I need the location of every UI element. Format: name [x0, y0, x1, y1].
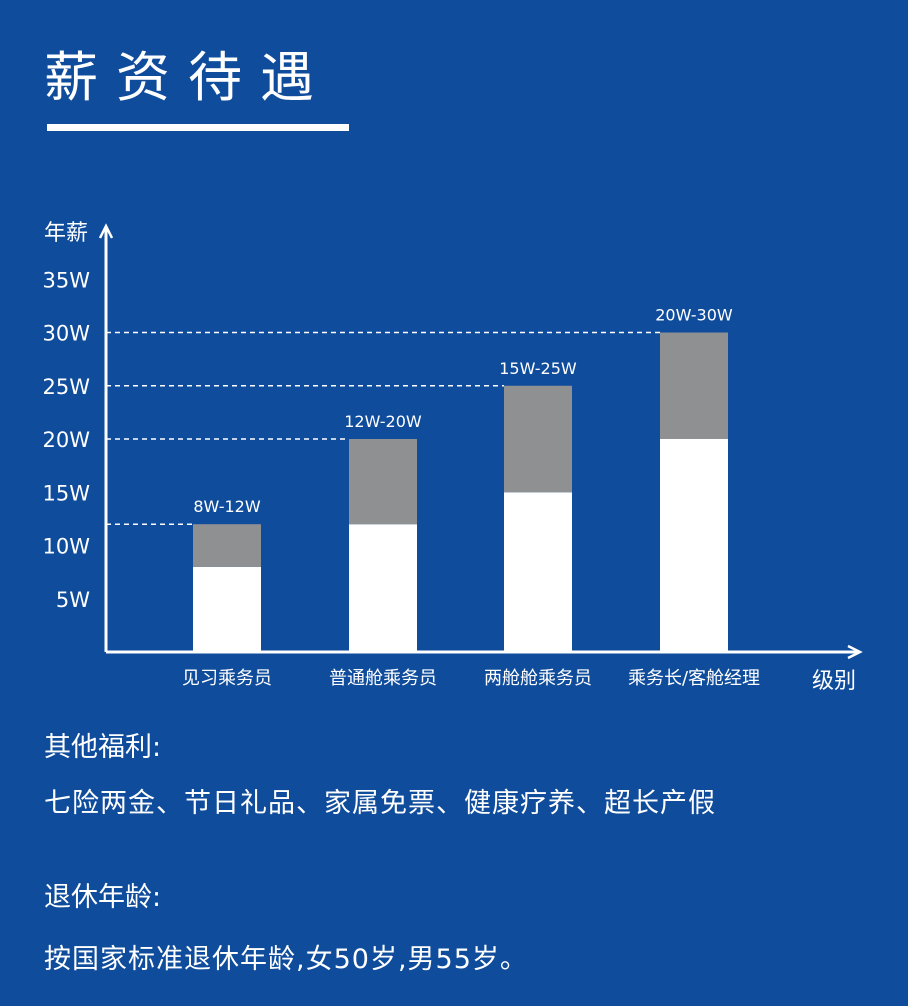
y-tick-label: 35W [43, 268, 91, 292]
bar-range [504, 385, 572, 493]
x-tick-label: 乘务长/客舱经理 [628, 668, 760, 689]
bar-range [349, 439, 417, 525]
x-tick-label: 两舱舱乘务员 [484, 668, 592, 689]
title-underline [47, 124, 349, 131]
data-label: 12W-20W [344, 412, 422, 431]
y-axis-arrow [98, 223, 114, 239]
x-axis-label: 级别 [812, 669, 856, 694]
page-title: 薪资待遇 [44, 46, 332, 109]
bar-range [660, 332, 728, 439]
y-axis-label: 年薪 [44, 221, 88, 246]
benefits-label: 其他福利: [44, 732, 162, 763]
retirement-text: 按国家标准退休年龄,女50岁,男55岁。 [44, 944, 528, 975]
bar-base [193, 566, 261, 652]
y-tick-label: 30W [43, 322, 91, 346]
bar-base [349, 524, 417, 652]
y-tick-label: 5W [56, 588, 90, 612]
y-tick-label: 20W [43, 428, 91, 452]
x-tick-label: 普通舱乘务员 [329, 668, 437, 689]
salary-chart: 8W-12W 12W-20W 15W-25W 20W-30W 5W 10W 15W 20W 25… [43, 221, 863, 694]
y-tick-label: 10W [43, 535, 91, 559]
retirement-label: 退休年龄: [44, 882, 162, 913]
benefits-text: 七险两金、节日礼品、家属免票、健康疗养、超长产假 [44, 788, 716, 819]
bar-range [193, 524, 261, 567]
x-axis-arrow [847, 644, 863, 660]
y-tick-label: 15W [43, 481, 91, 505]
bar-base [660, 439, 728, 652]
bar-base [504, 492, 572, 652]
data-label: 8W-12W [193, 497, 260, 516]
data-label: 20W-30W [655, 306, 733, 325]
x-tick-label: 见习乘务员 [182, 668, 272, 689]
data-label: 15W-25W [499, 359, 577, 378]
y-tick-label: 25W [43, 375, 91, 399]
